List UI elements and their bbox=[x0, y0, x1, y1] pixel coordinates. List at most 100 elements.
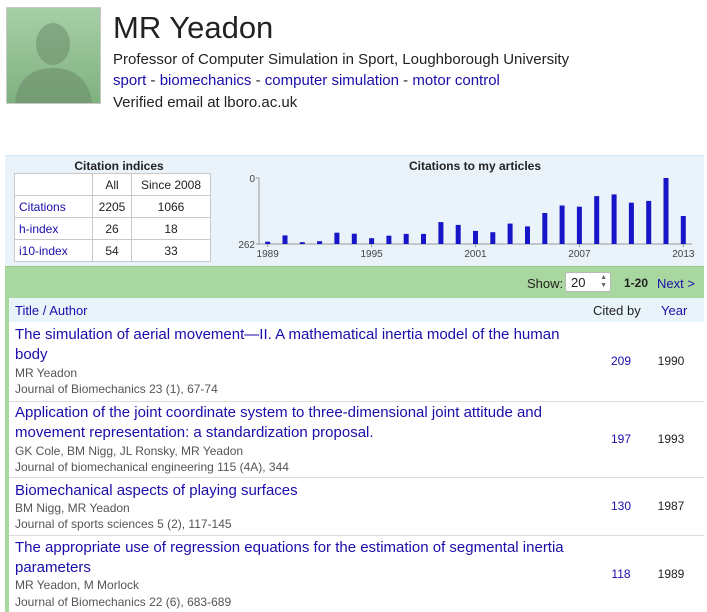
cited-by-link[interactable]: 209 bbox=[610, 354, 632, 368]
chart-labels: 262 0 1989 1995 2001 2007 2013 bbox=[238, 174, 695, 260]
article-title-link[interactable]: Application of the joint coordinate syst… bbox=[15, 404, 542, 441]
spinner-arrows-icon[interactable]: ▲ ▼ bbox=[600, 274, 607, 289]
article-title-link[interactable]: Biomechanical aspects of playing surface… bbox=[15, 482, 298, 499]
interest-separator: - bbox=[251, 72, 265, 89]
article-title-link[interactable]: The simulation of aerial movement—II. A … bbox=[15, 326, 560, 363]
article-venue: Journal of Biomechanics 22 (6), 683-689 bbox=[15, 595, 232, 609]
chart-bar-1998[interactable] bbox=[421, 233, 426, 244]
indices-header-since: Since 2008 bbox=[131, 173, 211, 196]
cited-by-link[interactable]: 130 bbox=[610, 499, 632, 513]
chart-bar-2005[interactable] bbox=[542, 213, 548, 244]
chart-bar-2013[interactable] bbox=[680, 216, 686, 244]
indices-all-value: 2205 bbox=[92, 195, 132, 218]
article-authors: BM Nigg, MR Yeadon bbox=[15, 501, 130, 515]
sort-by-title-link[interactable]: Title / Author bbox=[15, 303, 88, 318]
indices-all-value: 54 bbox=[92, 239, 132, 262]
left-accent-strip bbox=[5, 298, 9, 612]
interest-separator: - bbox=[399, 72, 413, 89]
articles-toolbar: Show: 20 ▲ ▼ 1-20 Next > bbox=[5, 266, 704, 299]
chart-bar-1992[interactable] bbox=[317, 241, 323, 244]
i10-index-metric-link[interactable]: i10-index bbox=[19, 243, 68, 258]
chart-bar-1993[interactable] bbox=[334, 232, 340, 244]
chart-bar-1996[interactable] bbox=[386, 235, 392, 244]
cited-by-header: Cited by bbox=[593, 303, 641, 318]
chart-x-tick-label: 2001 bbox=[464, 249, 487, 260]
article-row: The appropriate use of regression equati… bbox=[9, 536, 704, 612]
avatar bbox=[6, 7, 101, 104]
indices-row-i10-index: i10-index 54 33 bbox=[14, 239, 211, 262]
chart-bar-2007[interactable] bbox=[576, 206, 582, 244]
indices-since-value: 33 bbox=[131, 239, 211, 262]
chart-bar-1997[interactable] bbox=[403, 233, 409, 244]
page-size-value: 20 bbox=[571, 275, 586, 290]
chart-x-tick-label: 2013 bbox=[672, 249, 695, 260]
interest-separator: - bbox=[146, 72, 160, 89]
article-row: Biomechanical aspects of playing surface… bbox=[9, 478, 704, 536]
article-authors: GK Cole, BM Nigg, JL Ronsky, MR Yeadon bbox=[15, 444, 244, 458]
chart-title: Citations to my articles bbox=[408, 159, 542, 173]
cited-by-link[interactable]: 118 bbox=[611, 567, 631, 581]
article-year: 1990 bbox=[657, 354, 685, 368]
citations-bar-chart: 262 0 1989 1995 2001 2007 2013 bbox=[238, 174, 695, 260]
chart-bar-2012[interactable] bbox=[663, 178, 669, 244]
chart-bar-2001[interactable] bbox=[473, 230, 478, 244]
chart-bar-2010[interactable] bbox=[628, 202, 634, 244]
articles-table-header: Title / Author Cited by Year bbox=[9, 298, 704, 323]
next-page-link[interactable]: Next > bbox=[657, 276, 695, 291]
stats-panel: Citation indices All Since 2008 Citation… bbox=[5, 155, 704, 267]
h-index-metric-link[interactable]: h-index bbox=[19, 221, 59, 236]
results-range: 1-20 bbox=[624, 276, 649, 290]
chart-bar-2011[interactable] bbox=[646, 200, 652, 244]
person-silhouette-icon bbox=[15, 23, 92, 103]
chart-x-tick-label: 1989 bbox=[257, 249, 280, 260]
article-authors: MR Yeadon bbox=[15, 366, 78, 380]
article-year: 1989 bbox=[657, 567, 685, 581]
article-row: The simulation of aerial movement—II. A … bbox=[9, 322, 704, 402]
interest-link-computer-simulation[interactable]: computer simulation bbox=[264, 72, 399, 89]
chart-bar-2009[interactable] bbox=[611, 194, 617, 244]
article-year: 1993 bbox=[657, 432, 685, 446]
indices-since-value: 18 bbox=[131, 217, 211, 240]
interest-link-motor-control[interactable]: motor control bbox=[412, 72, 500, 89]
chart-bar-1989[interactable] bbox=[265, 241, 271, 244]
chart-bars bbox=[265, 178, 686, 244]
chart-bar-2003[interactable] bbox=[507, 223, 513, 244]
page-size-select[interactable]: 20 ▲ ▼ bbox=[565, 272, 611, 292]
indices-metric-cell: Citations bbox=[14, 195, 93, 218]
chart-bar-1994[interactable] bbox=[351, 233, 357, 244]
indices-row-citations: Citations 2205 1066 bbox=[14, 195, 211, 218]
author-name: MR Yeadon bbox=[113, 10, 274, 45]
article-year: 1987 bbox=[657, 499, 685, 513]
chart-bar-2008[interactable] bbox=[594, 196, 600, 244]
indices-since-value: 1066 bbox=[131, 195, 211, 218]
chart-bar-1990[interactable] bbox=[282, 235, 288, 244]
chart-y-tick-label: 0 bbox=[249, 174, 255, 185]
research-interests: sport - biomechanics - computer simulati… bbox=[113, 72, 500, 90]
article-title-link[interactable]: The appropriate use of regression equati… bbox=[15, 539, 564, 576]
chart-bar-1999[interactable] bbox=[438, 222, 444, 244]
chart-bar-1991[interactable] bbox=[299, 242, 305, 244]
chart-x-tick-label: 2007 bbox=[568, 249, 591, 260]
interest-link-sport[interactable]: sport bbox=[113, 72, 147, 89]
profile-header: MR Yeadon Professor of Computer Simulati… bbox=[0, 0, 707, 130]
author-affiliation: Professor of Computer Simulation in Spor… bbox=[113, 51, 570, 68]
sort-by-year-link[interactable]: Year bbox=[661, 303, 688, 318]
article-authors: MR Yeadon, M Morlock bbox=[15, 578, 140, 592]
cited-by-link[interactable]: 197 bbox=[610, 432, 632, 446]
indices-header-blank bbox=[14, 173, 93, 196]
chart-x-tick-label: 1995 bbox=[360, 249, 383, 260]
citations-metric-link[interactable]: Citations bbox=[19, 199, 66, 214]
chart-bar-2002[interactable] bbox=[490, 232, 496, 244]
chart-bar-1995[interactable] bbox=[369, 238, 375, 244]
chart-bar-2006[interactable] bbox=[559, 205, 565, 245]
citation-indices-title: Citation indices bbox=[74, 159, 164, 173]
verified-email: Verified email at lboro.ac.uk bbox=[113, 94, 298, 111]
interest-link-biomechanics[interactable]: biomechanics bbox=[159, 72, 252, 89]
show-label: Show: bbox=[527, 276, 564, 291]
chart-y-tick-label: 262 bbox=[238, 240, 255, 251]
indices-header-row: All Since 2008 bbox=[14, 173, 211, 196]
article-venue: Journal of Biomechanics 23 (1), 67-74 bbox=[15, 382, 218, 396]
chart-bar-2004[interactable] bbox=[525, 226, 530, 244]
indices-metric-cell: i10-index bbox=[14, 239, 93, 262]
chart-bar-2000[interactable] bbox=[455, 224, 461, 244]
